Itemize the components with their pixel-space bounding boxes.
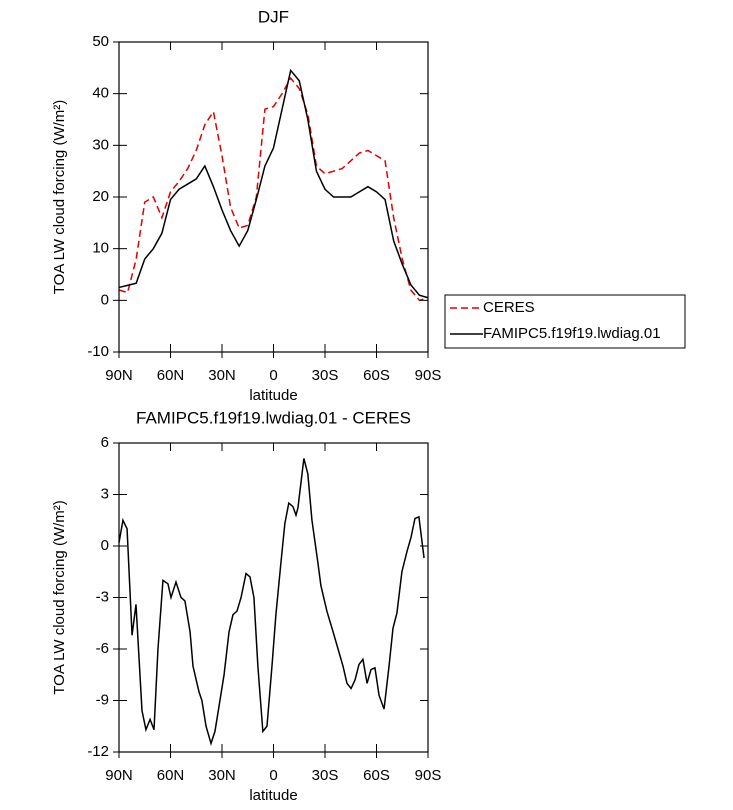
- y-tick-label: -10: [87, 343, 109, 360]
- chart-title: DJF: [258, 7, 289, 26]
- y-tick-label: 40: [92, 85, 109, 102]
- plot-frame: [118, 442, 429, 753]
- legend-label: FAMIPC5.f19f19.lwdiag.01: [483, 325, 661, 342]
- x-axis-label: latitude: [249, 787, 297, 804]
- y-tick-label: 50: [92, 33, 109, 50]
- y-tick-label: -3: [96, 588, 109, 605]
- x-tick-label: 0: [269, 767, 277, 784]
- x-tick-label: 30N: [208, 367, 236, 384]
- x-tick-label: 90S: [415, 367, 442, 384]
- x-tick-label: 30S: [312, 767, 339, 784]
- legend-label: CERES: [483, 299, 535, 316]
- y-axis-label: TOA LW cloud forcing (W/m²): [51, 100, 68, 294]
- y-tick-label: 0: [101, 291, 109, 308]
- x-tick-label: 90N: [105, 767, 133, 784]
- y-tick-label: 30: [92, 136, 109, 153]
- y-axis-label: TOA LW cloud forcing (W/m²): [51, 500, 68, 694]
- x-tick-label: 90N: [105, 367, 133, 384]
- x-tick-label: 60S: [363, 767, 390, 784]
- x-tick-label: 0: [269, 367, 277, 384]
- y-tick-label: 20: [92, 188, 109, 205]
- y-tick-label: 0: [101, 537, 109, 554]
- legend-box: [444, 294, 686, 349]
- x-tick-label: 60S: [363, 367, 390, 384]
- x-tick-label: 60N: [157, 367, 185, 384]
- y-tick-label: -12: [87, 743, 109, 760]
- x-tick-label: 30S: [312, 367, 339, 384]
- y-tick-label: 10: [92, 240, 109, 257]
- data-line: [118, 76, 429, 302]
- y-tick-label: 3: [101, 485, 109, 502]
- x-tick-label: 30N: [208, 767, 236, 784]
- chart-title: FAMIPC5.f19f19.lwdiag.01 - CERES: [136, 408, 411, 427]
- y-tick-label: -6: [96, 640, 109, 657]
- data-line: [118, 68, 429, 299]
- x-axis-label: latitude: [249, 387, 297, 404]
- y-tick-label: -9: [96, 691, 109, 708]
- data-line: [118, 458, 425, 746]
- x-tick-label: 60N: [157, 767, 185, 784]
- y-tick-label: 6: [101, 434, 109, 451]
- x-tick-label: 90S: [415, 767, 442, 784]
